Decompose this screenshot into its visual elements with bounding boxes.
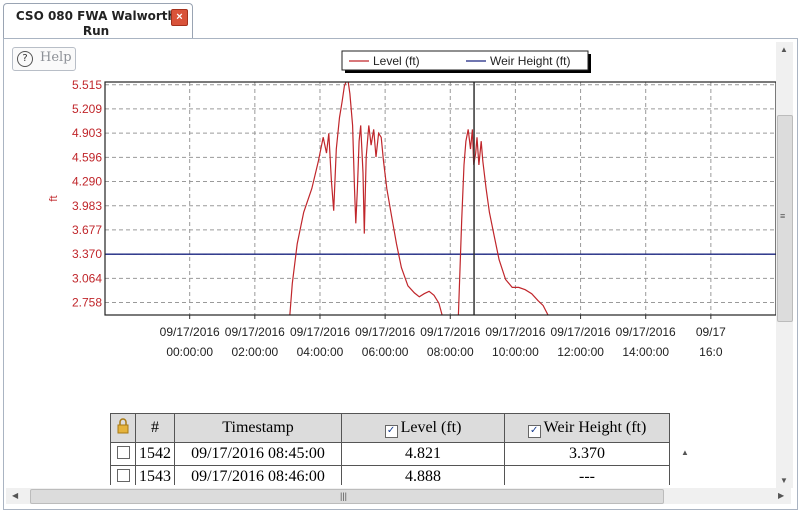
legend-label-level: Level (ft) [373, 54, 420, 68]
x-tick-date: 09/17/2016 [225, 325, 285, 339]
x-tick-time: 14:00:00 [622, 345, 669, 359]
row-select-cell[interactable] [110, 442, 136, 466]
y-tick-label: 3.370 [72, 247, 102, 261]
row-timestamp: 09/17/2016 08:45:00 [174, 442, 342, 466]
x-tick-date: 09/17 [696, 325, 726, 339]
grip-icon: ≡ [780, 211, 786, 221]
x-tick-time: 12:00:00 [557, 345, 604, 359]
tab-title: CSO 080 FWA Walworth Run [15, 9, 177, 38]
row-checkbox[interactable] [116, 469, 130, 482]
row-id: 1542 [135, 442, 175, 466]
lock-icon [117, 417, 129, 433]
x-tick-date: 09/17/2016 [420, 325, 480, 339]
legend-label-weir: Weir Height (ft) [490, 54, 570, 68]
level-column-checkbox[interactable]: ✓ [384, 424, 398, 438]
row-weir: --- [504, 465, 670, 485]
plot-area [105, 82, 776, 315]
close-icon[interactable]: × [171, 9, 188, 26]
row-weir: 3.370 [504, 442, 670, 466]
help-label: Help [40, 50, 72, 65]
series-level-line [457, 129, 549, 315]
y-tick-label: 4.596 [72, 150, 102, 164]
table-row[interactable]: 1542 09/17/2016 08:45:00 4.821 3.370 [110, 442, 670, 466]
grip-icon-h: ||| [340, 491, 348, 501]
help-button[interactable]: ? Help [12, 47, 76, 71]
y-tick-label: 3.677 [72, 223, 102, 237]
x-tick-time: 06:00:00 [362, 345, 409, 359]
col-level-header[interactable]: ✓ Level (ft) [341, 413, 505, 443]
x-tick-date: 09/17/2016 [290, 325, 350, 339]
legend-box [341, 50, 589, 71]
y-tick-label: 5.515 [72, 78, 102, 92]
help-circle-icon: ? [17, 51, 33, 67]
vertical-scroll-thumb[interactable] [777, 115, 793, 322]
scroll-up-icon[interactable]: ▲ [780, 45, 788, 54]
col-id-header[interactable]: # [135, 413, 175, 443]
data-grid: # Timestamp ✓ Level (ft) ✓ Weir Height (ft… [110, 413, 670, 485]
col-timestamp-header[interactable]: Timestamp [174, 413, 342, 443]
x-tick-date: 09/17/2016 [160, 325, 220, 339]
table-row[interactable]: 1543 09/17/2016 08:46:00 4.888 --- [110, 465, 670, 485]
x-tick-date: 09/17/2016 [616, 325, 676, 339]
scroll-left-icon[interactable]: ◀ [12, 491, 19, 500]
x-tick-time: 00:00:00 [166, 345, 213, 359]
grid-scroll-up-icon[interactable]: ▲ [681, 448, 689, 457]
horizontal-scroll-thumb[interactable] [30, 489, 664, 504]
col-level-label: Level (ft) [400, 418, 462, 436]
x-tick-time: 10:00:00 [492, 345, 539, 359]
series-level-line [289, 82, 443, 315]
x-tick-date: 09/17/2016 [551, 325, 611, 339]
y-tick-label: 4.903 [72, 126, 102, 140]
col-weir-header[interactable]: ✓ Weir Height (ft) [504, 413, 670, 443]
x-tick-date: 09/17/2016 [485, 325, 545, 339]
y-tick-label: 3.064 [72, 271, 102, 285]
row-id: 1543 [135, 465, 175, 485]
y-tick-label: 2.758 [72, 296, 102, 310]
data-grid-viewport: # Timestamp ✓ Level (ft) ✓ Weir Height (ft… [110, 413, 670, 485]
y-axis-label: ft [48, 195, 60, 201]
y-tick-label: 5.209 [72, 102, 102, 116]
x-tick-time: 08:00:00 [427, 345, 474, 359]
scroll-down-icon[interactable]: ▼ [780, 476, 788, 485]
y-tick-label: 3.983 [72, 199, 102, 213]
col-weir-label: Weir Height (ft) [543, 418, 647, 436]
tab-cso-080[interactable]: CSO 080 FWA Walworth Run × [3, 3, 193, 39]
scroll-right-icon[interactable]: ▶ [778, 491, 785, 500]
row-level: 4.821 [341, 442, 505, 466]
x-tick-date: 09/17/2016 [355, 325, 415, 339]
weir-column-checkbox[interactable]: ✓ [527, 424, 541, 438]
row-timestamp: 09/17/2016 08:46:00 [174, 465, 342, 485]
row-checkbox[interactable] [116, 446, 130, 459]
x-tick-time: 04:00:00 [297, 345, 344, 359]
y-tick-label: 4.290 [72, 175, 102, 189]
table-header-row: # Timestamp ✓ Level (ft) ✓ Weir Height (ft… [110, 413, 670, 443]
lock-column-header[interactable] [110, 413, 136, 443]
row-select-cell[interactable] [110, 465, 136, 485]
x-tick-time: 02:00:00 [231, 345, 278, 359]
row-level: 4.888 [341, 465, 505, 485]
x-tick-time: 16:0 [699, 345, 723, 359]
